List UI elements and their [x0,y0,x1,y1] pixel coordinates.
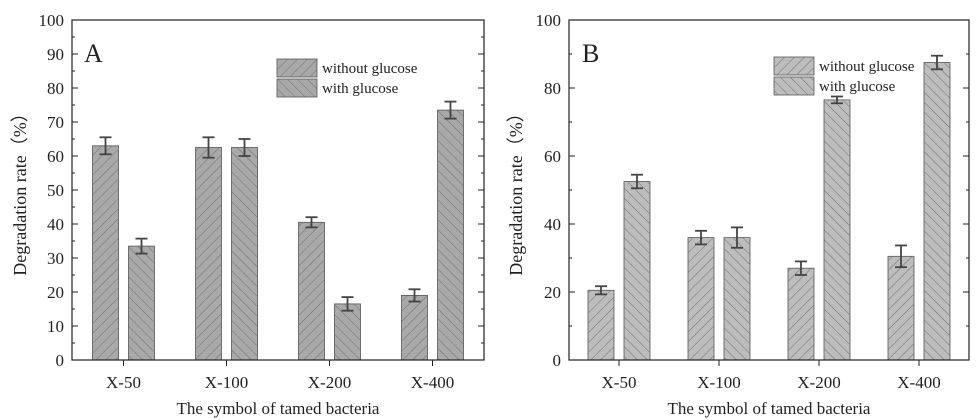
bar-hatch [195,147,222,360]
y-tick-label: 10 [47,317,64,336]
legend-label-with-glucose: with glucose [322,81,399,97]
x-tick-label: X-100 [697,373,740,392]
legend-hatch-with-glucose [774,77,814,95]
y-tick-label: 0 [553,351,562,370]
legend-hatch-without-glucose [774,57,814,75]
bar-hatch [788,268,814,360]
y-tick-label: 100 [39,11,65,30]
panel-b-legend: without glucose with glucose [773,56,915,96]
y-tick-label: 30 [47,249,64,268]
bar-hatch [688,237,714,360]
panel-b-y-axis-title: Degradation rate（%） [506,104,526,275]
y-tick-label: 20 [544,283,561,302]
legend-hatch-without-glucose [277,59,317,77]
x-tick-label: X-50 [106,373,141,392]
y-tick-label: 40 [544,215,561,234]
bar-hatch [888,256,914,360]
bar-hatch [724,237,750,360]
y-tick-label: 20 [47,283,64,302]
y-tick-label: 40 [47,215,64,234]
y-tick-label: 90 [47,45,64,64]
bar-hatch [92,145,119,360]
chart-panel-b: 0 20 40 60 80 100 X-50 X-100 X-200 X-400 B The sy… [506,11,970,418]
panel-a-legend: without glucose with glucose [276,58,418,98]
bar-hatch [588,290,614,360]
chart-panel-a: 0 10 20 30 40 50 60 70 80 90 100 X-50 X-100 X-200 X-40… [10,11,485,418]
legend-hatch-with-glucose [277,79,317,97]
bar-hatch [128,246,155,360]
legend-label-without-glucose: without glucose [322,61,418,77]
legend-label-without-glucose: without glucose [819,59,915,75]
y-tick-label: 50 [47,181,64,200]
panel-a-y-axis-title: Degradation rate（%） [10,104,30,275]
panel-a-marks [92,100,464,361]
panel-a-x-axis-title: The symbol of tamed bacteria [177,399,380,418]
x-tick-label: X-200 [308,373,351,392]
bar-hatch [401,295,428,360]
panel-b-label: B [582,39,599,68]
bar-hatch [231,147,258,360]
y-tick-label: 60 [544,147,561,166]
x-tick-label: X-400 [411,373,454,392]
y-tick-label: 60 [47,147,64,166]
x-tick-label: X-100 [205,373,248,392]
x-tick-label: X-50 [602,373,637,392]
y-tick-label: 80 [47,79,64,98]
bar-hatch [624,181,650,360]
bar-hatch [924,62,950,360]
y-tick-label: 0 [56,351,65,370]
x-tick-label: X-200 [797,373,840,392]
y-tick-label: 70 [47,113,64,132]
bar-hatch [824,99,850,361]
bar-hatch [298,222,325,360]
y-tick-label: 80 [544,79,561,98]
x-tick-label: X-400 [897,373,940,392]
legend-label-with-glucose: with glucose [819,79,896,95]
panel-b-ticks: 0 20 40 60 80 100 X-50 X-100 X-200 X-400 [536,11,969,392]
y-tick-label: 100 [536,11,562,30]
bar-hatch [437,110,464,360]
panel-b-x-axis-title: The symbol of tamed bacteria [668,399,871,418]
panel-a-ticks: 0 10 20 30 40 50 60 70 80 90 100 X-50 X-100 X-200 X-40… [39,11,484,392]
bar-hatch [334,303,361,360]
panel-a-label: A [84,39,103,68]
panel-b-marks [587,54,951,361]
